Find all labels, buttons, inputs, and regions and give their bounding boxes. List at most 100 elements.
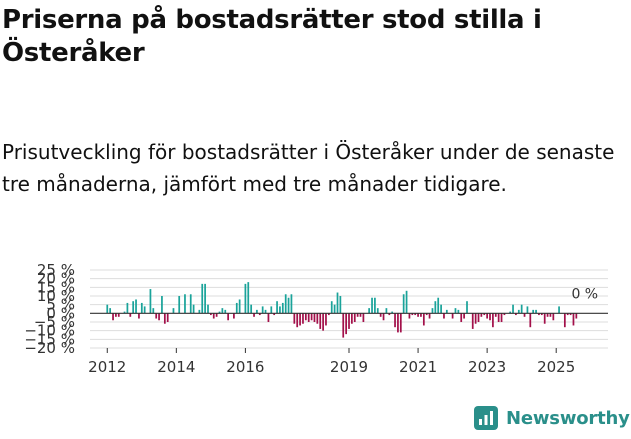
bar-negative	[425, 313, 428, 316]
bar-positive	[189, 294, 192, 314]
bar-negative	[313, 313, 316, 322]
bar-negative	[549, 313, 552, 317]
bar-positive	[235, 302, 238, 314]
bar-negative	[552, 313, 555, 321]
bar-negative	[489, 313, 491, 321]
bar-positive	[431, 308, 434, 314]
bar-positive	[520, 304, 523, 314]
bar-negative	[471, 313, 474, 329]
bar-negative	[210, 313, 212, 316]
bar-negative	[379, 313, 382, 317]
bar-positive	[201, 283, 204, 314]
bar-positive	[270, 306, 273, 314]
bar-negative	[158, 313, 160, 321]
bar-negative	[115, 313, 117, 317]
tick-labels: 25 %20 %15 %10 %5 %0 %−5 %−10 %−15 %−20 …	[24, 261, 598, 376]
bar-negative	[267, 313, 270, 322]
chart-title: Priserna på bostadsrätter stod stilla i …	[2, 5, 542, 68]
bar-positive	[374, 297, 376, 314]
bar-negative	[500, 313, 503, 322]
bar-positive	[135, 299, 137, 314]
bar-negative	[428, 313, 431, 319]
bar-positive	[434, 301, 437, 314]
bar-positive	[284, 294, 287, 314]
bar-negative	[304, 313, 307, 321]
bar-positive	[161, 296, 163, 314]
bar-negative	[538, 313, 540, 316]
bar-positive	[281, 302, 284, 314]
bar-negative	[480, 313, 483, 317]
bar-negative	[417, 313, 419, 317]
bar-negative	[215, 313, 218, 317]
bar-positive	[140, 302, 143, 314]
bar-positive	[445, 309, 448, 314]
y-tick-label: −5 %	[34, 313, 75, 331]
bar-negative	[540, 313, 543, 316]
bar-negative	[273, 313, 276, 316]
y-tick-label: −15 %	[24, 330, 75, 348]
bar-positive	[198, 309, 201, 314]
bar-negative	[477, 313, 480, 322]
bar-negative	[345, 313, 347, 335]
axes	[90, 312, 608, 353]
bar-negative	[362, 313, 365, 322]
bar-positive	[333, 304, 336, 314]
bar-positive	[287, 297, 290, 314]
bar-negative	[129, 313, 132, 317]
bar-positive	[532, 309, 535, 314]
bar-positive	[224, 309, 227, 314]
bar-negative	[319, 313, 322, 329]
logo-text: Newsworthy	[506, 407, 630, 429]
bar-negative	[227, 313, 229, 321]
bar-positive	[558, 306, 560, 314]
bar-negative	[302, 313, 304, 324]
bar-negative	[138, 313, 140, 319]
y-tick-label: 20 %	[37, 270, 75, 288]
bar-negative	[575, 313, 578, 319]
bar-negative	[155, 313, 158, 319]
bar-negative	[348, 313, 350, 329]
bar-negative	[543, 313, 546, 324]
bar-positive	[509, 311, 512, 314]
bar-positive	[279, 306, 281, 314]
x-tick-label: 2023	[468, 358, 506, 376]
bar-negative	[342, 313, 345, 338]
bar-negative	[566, 313, 569, 316]
bar-positive	[339, 296, 342, 314]
bar-positive	[402, 294, 405, 314]
bar-negative	[411, 313, 414, 316]
bar-positive	[276, 301, 278, 314]
y-tick-label: −20 %	[24, 339, 75, 357]
bar-positive	[535, 309, 537, 314]
bar-negative	[420, 313, 422, 317]
x-tick-label: 2021	[399, 358, 437, 376]
bar-negative	[572, 313, 575, 326]
x-tick-label: 2016	[226, 358, 264, 376]
bar-negative	[451, 313, 454, 319]
x-tick-label: 2019	[330, 358, 368, 376]
bar-positive	[391, 311, 394, 314]
bar-positive	[152, 308, 155, 314]
bar-negative	[258, 313, 261, 316]
bar-negative	[503, 313, 506, 316]
bar-negative	[117, 313, 120, 317]
bar-positive	[526, 306, 529, 314]
bar-negative	[296, 313, 299, 328]
bar-negative	[356, 313, 359, 317]
bar-negative	[394, 313, 396, 328]
bar-positive	[440, 304, 442, 314]
bar-negative	[163, 313, 166, 324]
bar-negative	[359, 313, 362, 317]
bar-negative	[523, 313, 526, 317]
newsworthy-logo-icon	[474, 406, 498, 430]
bar-negative	[494, 313, 497, 317]
bar-positive	[192, 304, 195, 314]
bar-positive	[517, 309, 520, 314]
bar-negative	[316, 313, 319, 324]
bar-positive	[106, 304, 109, 314]
bar-negative	[322, 313, 324, 331]
bar-negative	[307, 313, 310, 322]
bar-positive	[368, 308, 370, 314]
bar-positive	[221, 308, 224, 314]
bar-negative	[293, 313, 296, 324]
